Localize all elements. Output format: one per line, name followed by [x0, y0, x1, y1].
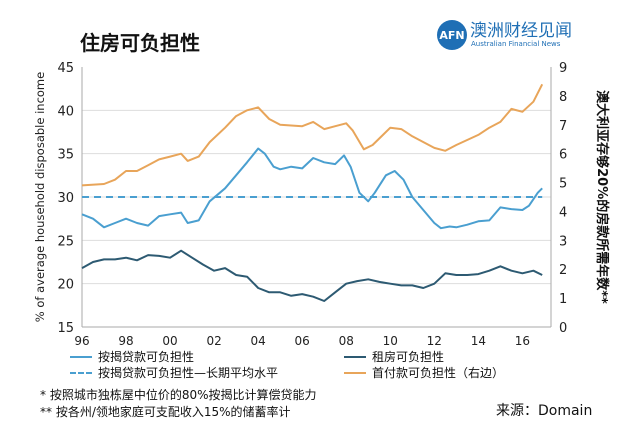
y2-tick-label: 7	[559, 119, 567, 134]
y2-tick-label: 1	[559, 292, 567, 307]
legend-rent: 租房可负担性	[344, 348, 444, 365]
legend-mortgage-average: 按揭贷款可负担性—长期平均水平	[70, 364, 278, 381]
afn-logo-icon: AFN	[437, 20, 467, 50]
y-axis-label: % of average household disposable income	[33, 72, 47, 322]
y2-tick-label: 0	[559, 321, 567, 336]
logo-name-en: Australian Financial News	[471, 40, 561, 48]
series-line	[81, 147, 543, 230]
legend-mortgage: 按揭贷款可负担性	[70, 348, 194, 365]
x-tick-label: 08	[339, 334, 354, 348]
x-tick-label: 10	[383, 334, 398, 348]
y2-tick-label: 6	[559, 148, 567, 163]
y-tick-label: 40	[57, 104, 74, 119]
logo: AFN 澳洲财经见闻 Australian Financial News	[437, 20, 572, 50]
legend-label: 首付款可负担性（右边）	[372, 366, 505, 380]
y2-tick-label: 5	[559, 177, 567, 192]
y-tick-label: 15	[57, 321, 74, 336]
x-tick-label: 16	[515, 334, 530, 348]
logo-name-cn: 澳洲财经见闻	[470, 21, 572, 41]
footnote-2: ** 按各州/领地家庭可支配收入15%的储蓄率计	[40, 405, 291, 419]
y2-tick-label: 8	[559, 90, 567, 105]
footnote-1: * 按照城市独栋屋中位价的80%按揭比计算偿贷能力	[40, 388, 317, 402]
y-tick-label: 20	[57, 278, 74, 293]
x-tick-label: 12	[427, 334, 442, 348]
legend-label: 按揭贷款可负担性	[98, 350, 195, 364]
x-tick-label: 14	[471, 334, 486, 348]
chart-title: 住房可负担性	[80, 31, 200, 55]
y2-tick-label: 4	[559, 205, 567, 220]
legend-label: 租房可负担性	[372, 350, 445, 364]
y-tick-label: 35	[57, 148, 74, 163]
series-line	[81, 249, 543, 302]
y-tick-label: 30	[57, 191, 74, 206]
x-tick-label: 02	[206, 334, 221, 348]
y2-tick-label: 9	[559, 61, 567, 76]
legend-label: 按揭贷款可负担性—长期平均水平	[98, 366, 279, 380]
x-tick-label: 96	[74, 334, 89, 348]
series-line	[81, 83, 544, 187]
legend-deposit: 首付款可负担性（右边）	[344, 364, 504, 381]
y2-axis-label: 澳大利亚存够20%的房款所需年数**	[594, 90, 610, 304]
y2-tick-label: 3	[559, 234, 567, 249]
y-tick-label: 45	[57, 61, 74, 76]
source-label: 来源：Domain	[496, 403, 593, 419]
y-tick-label: 25	[57, 234, 74, 249]
x-tick-label: 06	[295, 334, 310, 348]
x-tick-label: 00	[162, 334, 177, 348]
x-tick-label: 04	[251, 334, 266, 348]
y2-tick-label: 2	[559, 263, 567, 278]
x-tick-label: 98	[118, 334, 133, 348]
